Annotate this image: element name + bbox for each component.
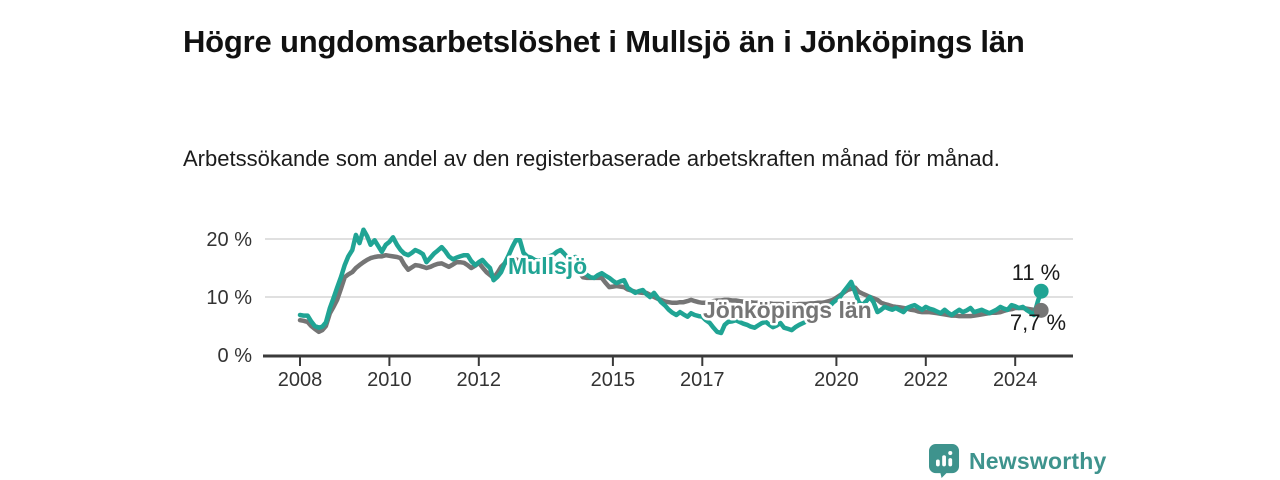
x-tick-label-2008: 2008 [278, 369, 323, 391]
x-tick-label-2020: 2020 [814, 369, 859, 391]
series-label-mullsjö: Mullsjö [508, 253, 587, 279]
y-tick-label-20: 20 % [206, 229, 252, 251]
series-line-mullsjö [297, 227, 1044, 336]
newsworthy-logo: Newsworthy [929, 444, 1106, 478]
x-tick-label-2022: 2022 [904, 369, 949, 391]
newsworthy-logo-text: Newsworthy [969, 447, 1107, 474]
y-tick-label-10: 10 % [206, 287, 252, 309]
end-value-label-0: 11 % [1012, 260, 1061, 285]
x-tick-label-2012: 2012 [457, 369, 502, 391]
series-line-jönköpings-län [297, 252, 1044, 335]
series-label-jönköpings-län: Jönköpings län [703, 297, 872, 323]
x-tick-label-2015: 2015 [591, 369, 636, 391]
chart-subtitle: Arbetssökande som andel av den registerb… [183, 146, 1000, 171]
x-tick-label-2017: 2017 [680, 369, 725, 391]
x-tick-label-2010: 2010 [367, 369, 412, 391]
end-dot-mullsjö [1033, 283, 1049, 299]
x-tick-label-2024: 2024 [993, 369, 1038, 391]
y-tick-label-0: 0 % [218, 345, 253, 367]
end-value-label-1: 7,7 % [1010, 310, 1066, 335]
newsworthy-logo-icon [929, 444, 960, 478]
chart-title: Högre ungdomsarbetslöshet i Mullsjö än i… [183, 23, 1025, 59]
end-dot-jönköpings-län [1033, 302, 1049, 318]
